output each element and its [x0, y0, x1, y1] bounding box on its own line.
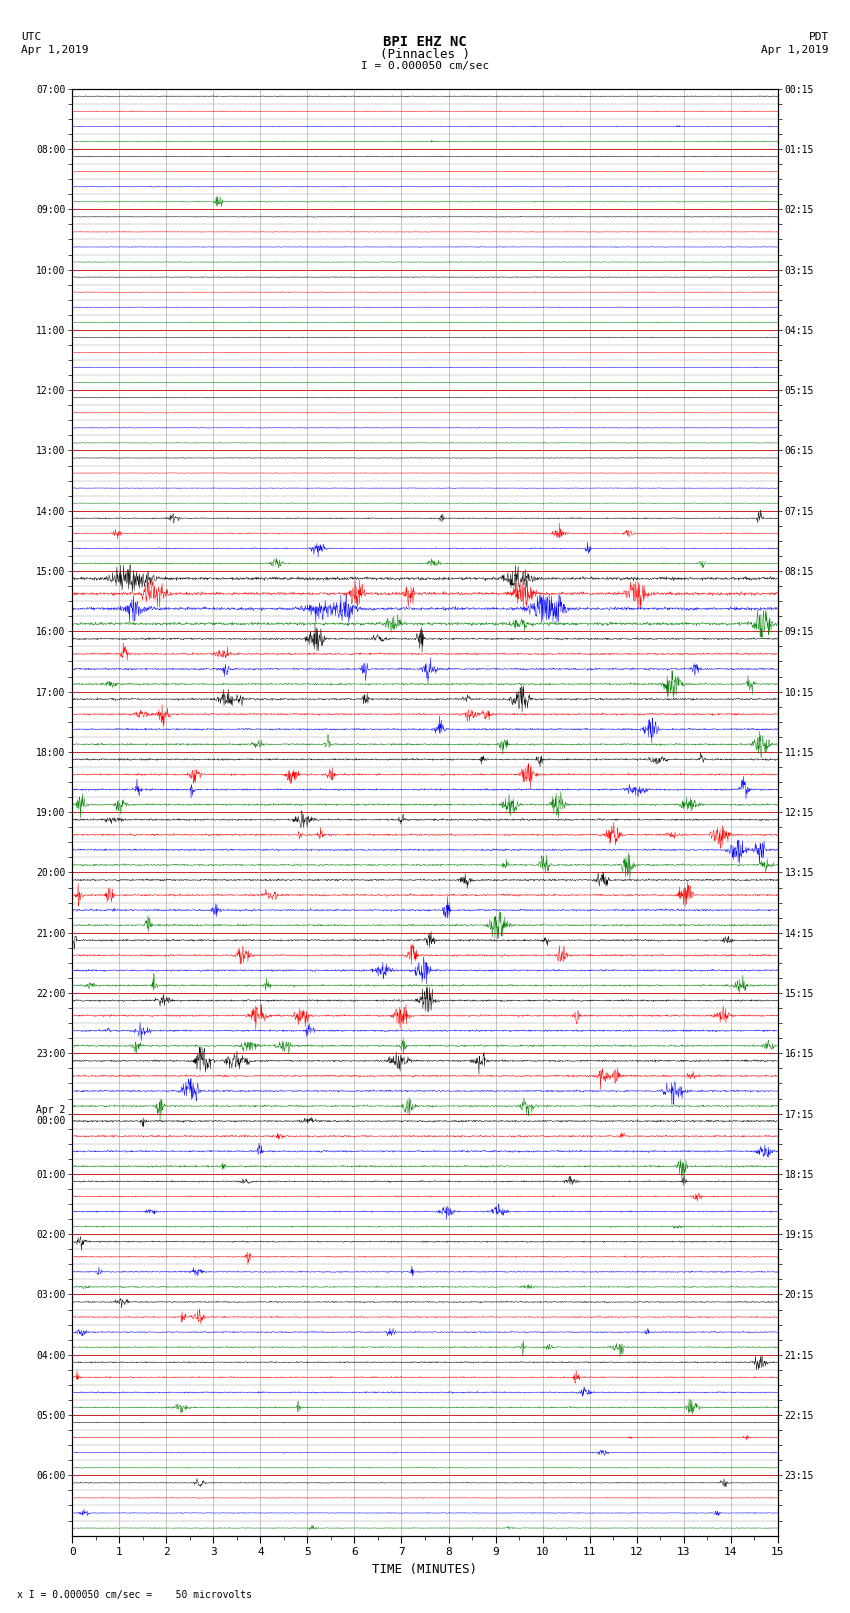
Text: UTC: UTC [21, 32, 42, 42]
Text: (Pinnacles ): (Pinnacles ) [380, 48, 470, 61]
X-axis label: TIME (MINUTES): TIME (MINUTES) [372, 1563, 478, 1576]
Text: I = 0.000050 cm/sec: I = 0.000050 cm/sec [361, 61, 489, 71]
Text: x I = 0.000050 cm/sec =    50 microvolts: x I = 0.000050 cm/sec = 50 microvolts [17, 1590, 252, 1600]
Text: Apr 1,2019: Apr 1,2019 [762, 45, 829, 55]
Text: PDT: PDT [808, 32, 829, 42]
Text: BPI EHZ NC: BPI EHZ NC [383, 35, 467, 50]
Text: Apr 1,2019: Apr 1,2019 [21, 45, 88, 55]
